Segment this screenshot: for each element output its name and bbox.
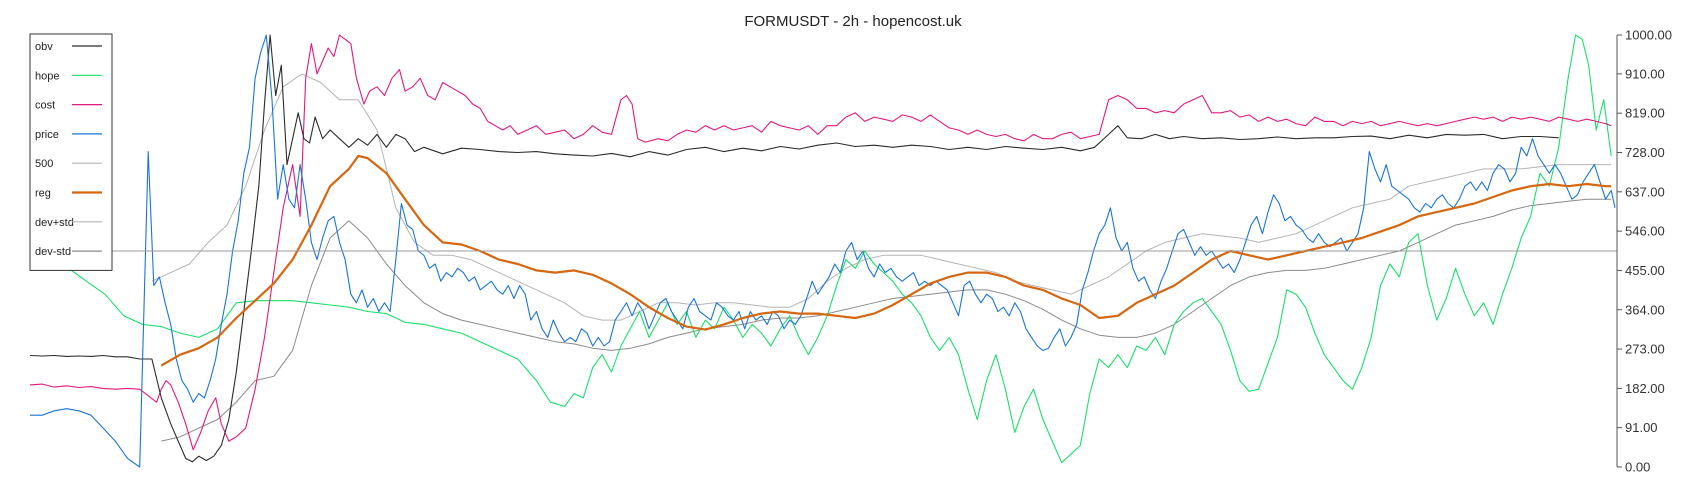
series-line-dev-std (161, 198, 1612, 442)
legend-box (29, 33, 113, 271)
y-tick-label: 1000.00 (1625, 28, 1672, 43)
legend-label: 500 (35, 158, 53, 170)
legend-label: hope (35, 70, 59, 82)
series-line-reg (160, 154, 1612, 367)
series-line-hope (29, 34, 1612, 464)
legend-label: reg (35, 188, 51, 200)
legend-label: cost (35, 100, 55, 112)
legend: obv hope cost price 500 reg dev+std dev-std (29, 33, 113, 271)
y-tick-label: 91.00 (1625, 420, 1658, 435)
y-tick-label: 546.00 (1625, 224, 1665, 239)
y-tick-label: 455.00 (1625, 263, 1665, 278)
series-line-cost (29, 34, 1612, 451)
y-tick-label: 637.00 (1625, 184, 1665, 199)
chart-title: FORMUSDT - 2h - hopencost.uk (744, 13, 962, 30)
y-tick-label: 273.00 (1625, 342, 1665, 357)
y-axis: 0.00 91.00 182.00 273.00 364.00 455.00 546.00 6… (1616, 28, 1672, 475)
y-tick-label: 728.00 (1625, 145, 1665, 160)
y-tick-label: 364.00 (1625, 302, 1665, 317)
y-tick-label: 910.00 (1625, 66, 1665, 81)
legend-label: obv (35, 41, 53, 53)
y-tick-label: 182.00 (1625, 381, 1665, 396)
series-line-dev-std (151, 73, 1612, 321)
legend-label: dev+std (35, 217, 74, 229)
y-tick-label: 819.00 (1625, 106, 1665, 121)
series-line-obv (29, 34, 1559, 463)
y-tick-label: 0.00 (1625, 460, 1650, 475)
legend-label: dev-std (35, 246, 71, 258)
legend-label: price (35, 129, 59, 141)
